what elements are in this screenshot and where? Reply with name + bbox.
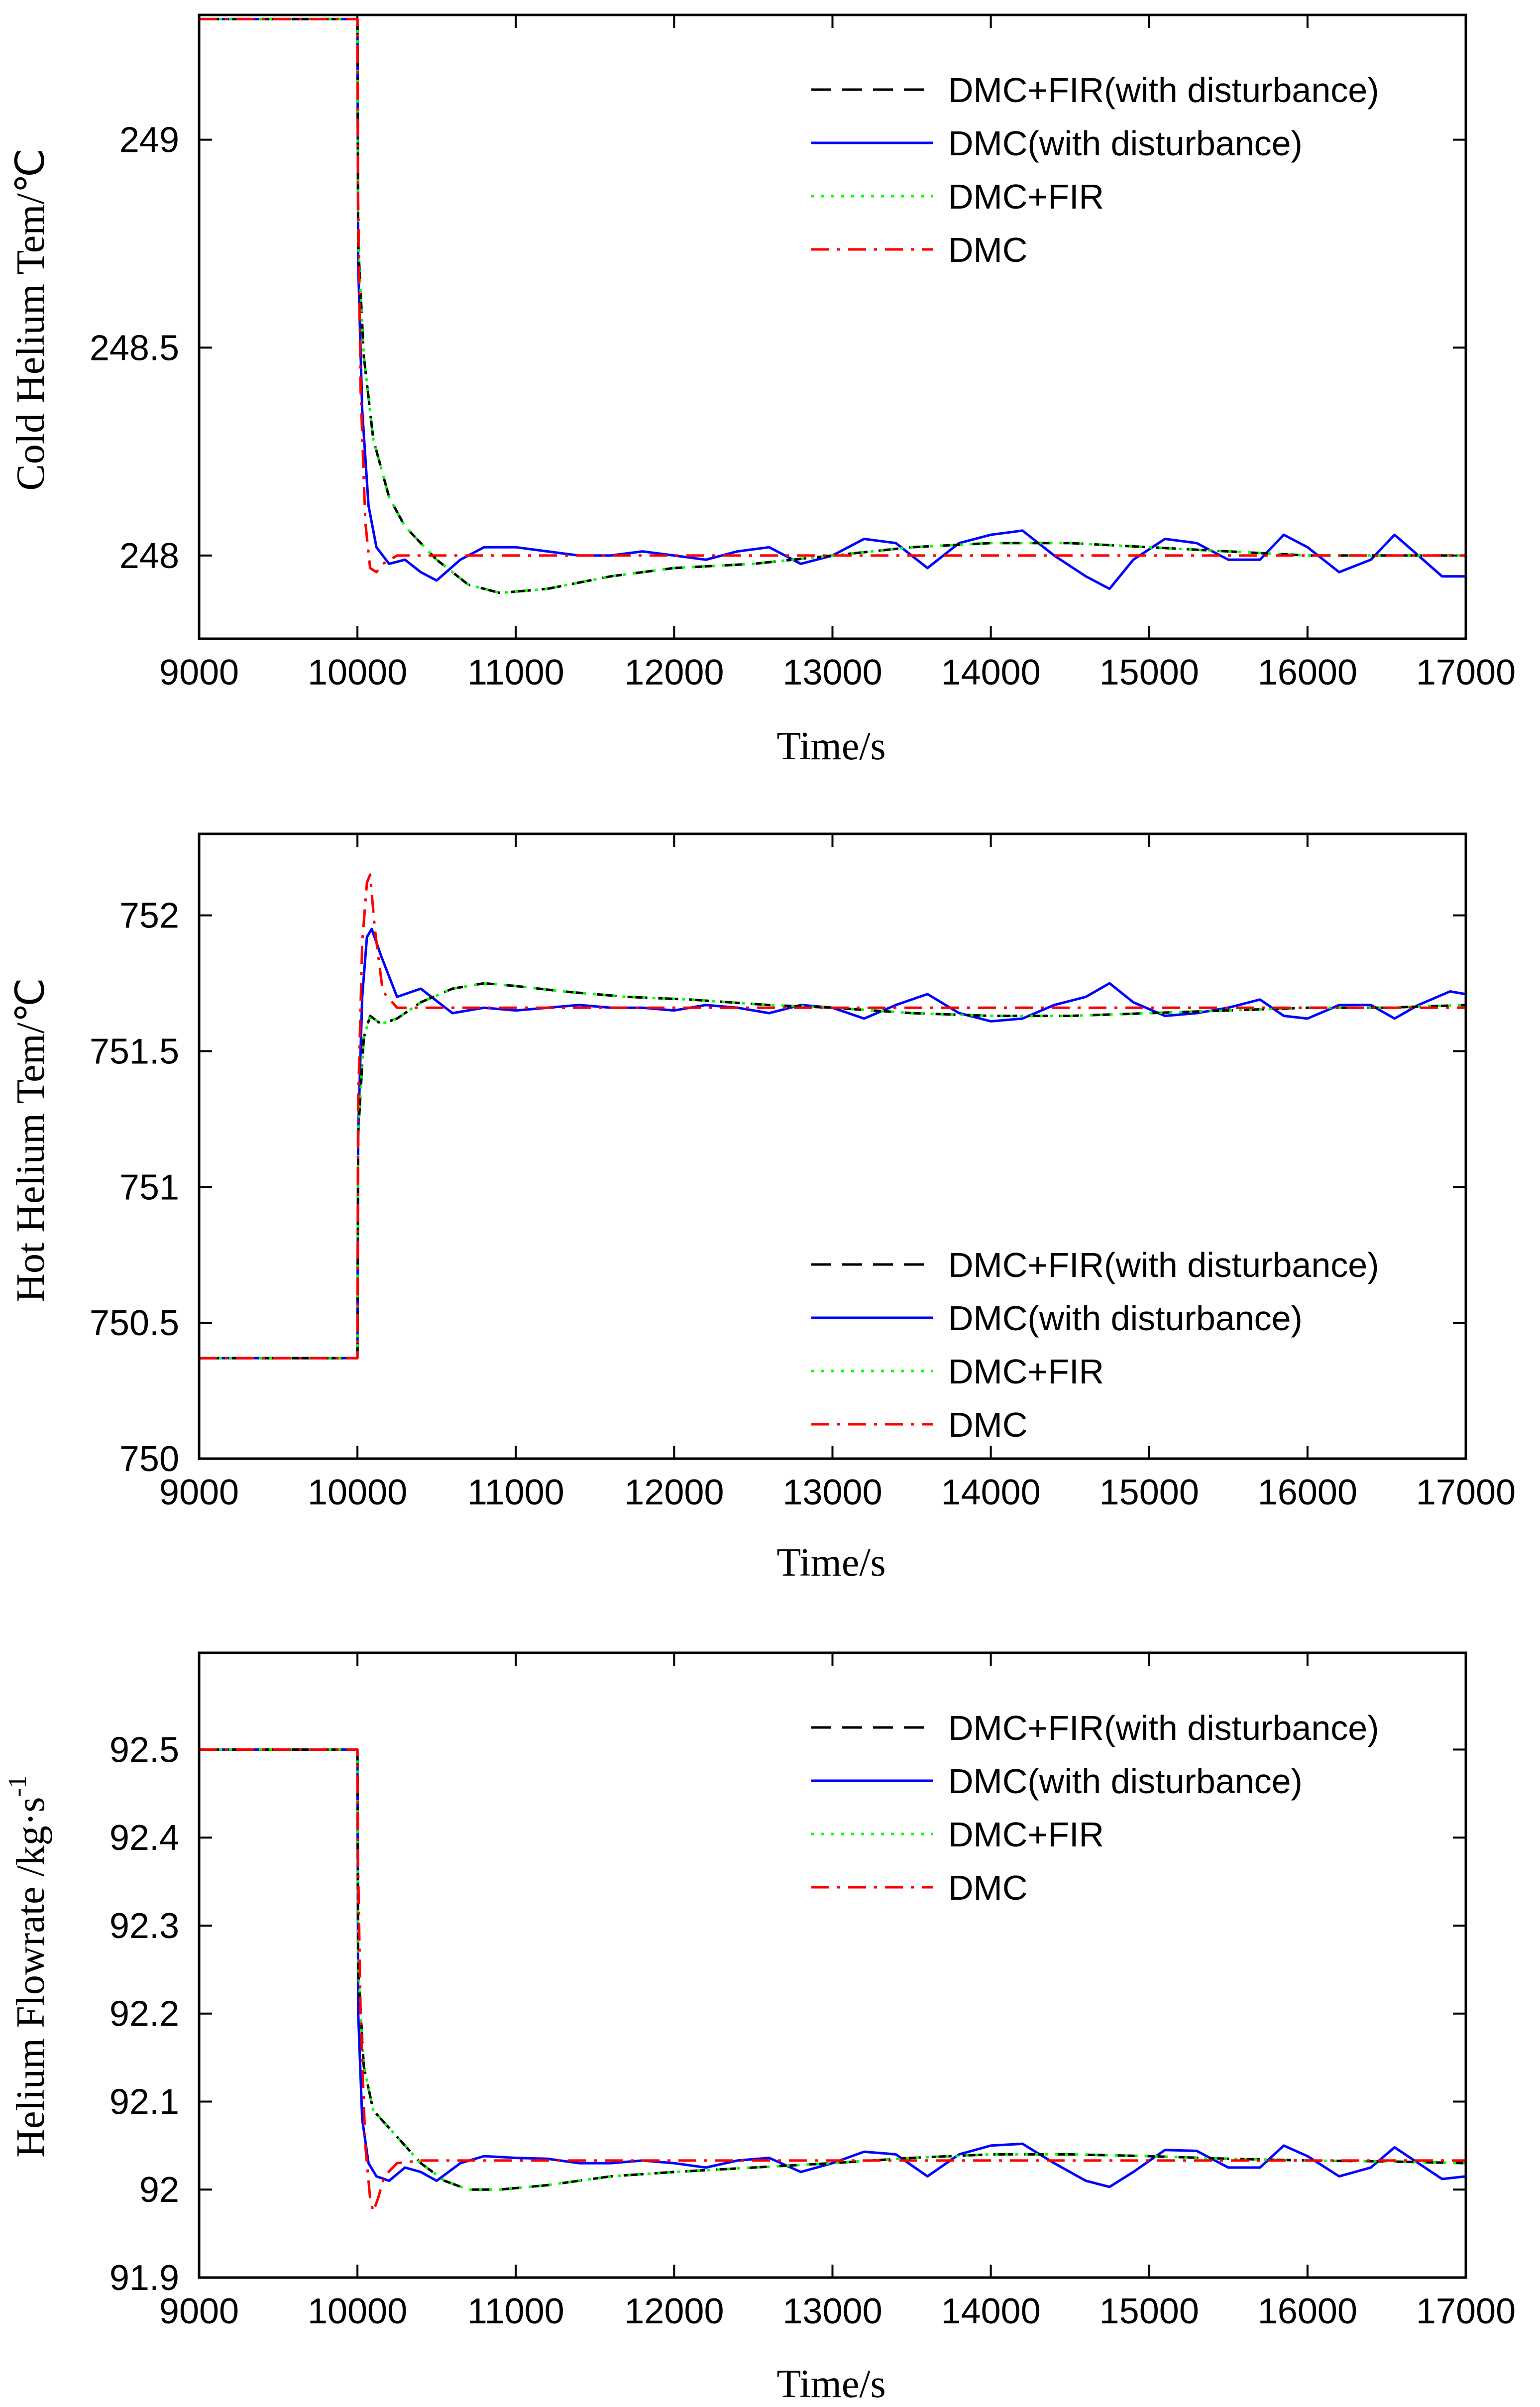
y-tick-label: 92.1 [110,2082,179,2122]
cold-xlabel: Time/s [776,724,885,768]
series-line-dmc [199,1748,1466,2213]
y-tick-label: 92.4 [110,1818,179,1858]
y-tick-label: 91.9 [110,2258,179,2298]
legend-label-dmc_dist: DMC(with disturbance) [948,1762,1303,1801]
y-tick-label: 92.5 [110,1730,179,1770]
hot-xlabel: Time/s [776,1541,885,1585]
flow-ylabel-main: Helium Flowrate /kg·s [9,1797,53,2157]
x-tick-label: 14000 [941,653,1041,692]
x-tick-label: 16000 [1258,2292,1357,2331]
x-tick-label: 9000 [159,1473,239,1512]
x-tick-label: 13000 [782,2292,882,2331]
flowrate-panel: 9000 10000 11000 12000 13000 14000 15000 16000 1… [110,1651,1516,2331]
flow-ylabel: Helium Flowrate /kg·s-1 [3,1775,53,2158]
legend-label-dmc: DMC [948,1868,1027,1907]
x-tick-label: 17000 [1416,1473,1516,1512]
y-tick-label: 249 [119,120,179,160]
x-tick-label: 17000 [1416,653,1516,692]
legend-label-fir_dist: DMC+FIR(with disturbance) [948,1709,1379,1747]
series-line-fir [199,982,1466,1360]
x-tick-label: 12000 [624,1473,724,1512]
x-tick-label: 14000 [941,2292,1041,2331]
x-tick-label: 11000 [467,1473,564,1512]
cold-ylabel: Cold Helium Tem/℃ [9,148,53,490]
legend-label-dmc: DMC [948,230,1027,269]
x-tick-label: 16000 [1258,653,1357,692]
series-line-dmc_dist [199,1748,1466,2188]
y-tick-label: 92 [139,2170,179,2210]
x-tick-label: 11000 [467,653,564,692]
series-line-fir_dist [199,17,1466,594]
y-tick-label: 92.3 [110,1906,179,1946]
y-tick-label: 92.2 [110,1994,179,2034]
flow-xlabel: Time/s [776,2362,885,2406]
legend-label-fir_dist: DMC+FIR(with disturbance) [948,1246,1379,1284]
y-tick-label: 751.5 [90,1032,179,1072]
legend-label-fir: DMC+FIR [948,1352,1104,1391]
legend-label-fir: DMC+FIR [948,177,1104,216]
x-tick-label: 9000 [159,2292,239,2331]
legend-label-dmc_dist: DMC(with disturbance) [948,124,1303,163]
hot-ylabel: Hot Helium Tem/℃ [9,978,53,1302]
series-line-dmc_dist [199,927,1466,1360]
x-tick-label: 15000 [1100,2292,1199,2331]
axes-box [198,13,1467,640]
x-tick-label: 14000 [941,1473,1041,1512]
x-tick-label: 13000 [782,653,882,692]
y-tick-label: 751 [119,1167,179,1207]
hot-helium-panel: 9000 10000 11000 12000 13000 14000 15000 16000 1… [90,832,1516,1512]
axes-box [198,832,1467,1460]
legend-label-dmc: DMC [948,1405,1027,1444]
x-tick-label: 15000 [1100,653,1199,692]
y-tick-label: 248.5 [90,328,179,368]
legend-label-fir_dist: DMC+FIR(with disturbance) [948,71,1379,110]
x-tick-label: 10000 [308,653,407,692]
series-line-dmc [199,17,1466,573]
x-tick-label: 10000 [308,2292,407,2331]
y-tick-label: 750.5 [90,1303,179,1343]
cold-helium-panel: 9000 10000 11000 12000 13000 14000 15000 16000 1… [90,13,1516,692]
x-tick-label: 11000 [467,2292,564,2331]
series-line-dmc [199,873,1466,1360]
x-tick-label: 16000 [1258,1473,1357,1512]
x-tick-label: 10000 [308,1473,407,1512]
x-tick-label: 15000 [1100,1473,1199,1512]
y-tick-label: 750 [119,1439,179,1479]
y-tick-label: 752 [119,896,179,936]
y-tick-label: 248 [119,536,179,576]
legend-label-fir: DMC+FIR [948,1815,1104,1854]
x-tick-label: 12000 [624,2292,724,2331]
series-line-fir [199,1748,1466,2191]
x-tick-label: 9000 [159,653,239,692]
legend-label-dmc_dist: DMC(with disturbance) [948,1299,1303,1338]
flow-ylabel-sup: -1 [3,1775,32,1797]
x-tick-label: 12000 [624,653,724,692]
axes-box [198,1651,1467,2279]
x-tick-label: 13000 [782,1473,882,1512]
x-tick-label: 17000 [1416,2292,1516,2331]
